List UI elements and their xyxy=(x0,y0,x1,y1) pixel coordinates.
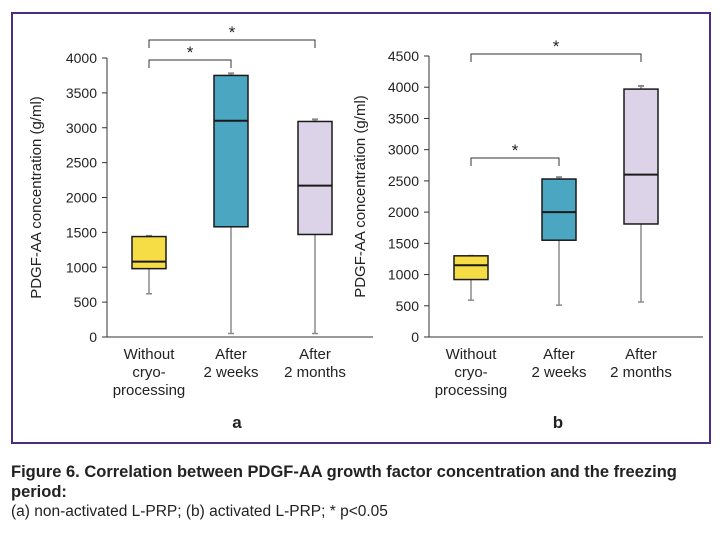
significance-bracket xyxy=(148,39,316,48)
x-category-label: 2 weeks xyxy=(531,364,586,381)
box-iqr xyxy=(213,74,249,228)
caption-title: Figure 6. Correlation between PDGF-AA gr… xyxy=(11,463,677,501)
x-category-label: cryo- xyxy=(132,364,165,381)
x-category-label: 2 months xyxy=(284,364,346,381)
y-tick-label: 1000 xyxy=(388,267,419,283)
box-iqr xyxy=(453,255,489,281)
significance-star: * xyxy=(512,141,519,160)
panel-label: b xyxy=(553,413,563,432)
figure-frame: 0 500 1000 1500 2000 2500 3000 3500 4000 PDGF-AA … xyxy=(11,12,711,444)
y-tick-label: 1500 xyxy=(388,235,419,251)
caption-detail: (a) non-activated L-PRP; (b) activated L… xyxy=(11,503,388,520)
x-category-label: After xyxy=(215,346,247,363)
box-iqr xyxy=(541,178,577,241)
y-tick-label: 2500 xyxy=(66,155,97,171)
figure-caption: Figure 6. Correlation between PDGF-AA gr… xyxy=(11,462,716,522)
significance-star: * xyxy=(187,43,194,62)
y-tick-label: 3000 xyxy=(66,120,97,136)
y-tick-label: 3500 xyxy=(66,85,97,101)
chart-panel-b: 0 500 1000 1500 2000 2500 3000 3500 4000 4500 PDGF… xyxy=(352,37,703,432)
y-tick-label: 3500 xyxy=(388,110,419,126)
chart-panel-a: 0 500 1000 1500 2000 2500 3000 3500 4000 PDGF-AA … xyxy=(28,23,373,432)
y-tick-label: 1000 xyxy=(66,259,97,275)
x-category-label: 2 months xyxy=(610,364,672,381)
y-tick-label: 2500 xyxy=(388,173,419,189)
y-tick-label: 0 xyxy=(89,329,97,345)
x-category-label: processing xyxy=(113,382,186,399)
y-axis-label: PDGF-AA concentration (g/ml) xyxy=(28,96,45,299)
box-iqr xyxy=(297,120,333,236)
y-tick-label: 500 xyxy=(396,298,420,314)
x-category-label: After xyxy=(543,346,575,363)
significance-star: * xyxy=(553,37,560,56)
chart-canvas: 0 500 1000 1500 2000 2500 3000 3500 4000 PDGF-AA … xyxy=(28,23,703,432)
box-iqr xyxy=(623,88,659,225)
significance-bracket xyxy=(470,53,642,62)
x-category-label: After xyxy=(625,346,657,363)
y-tick-label: 4000 xyxy=(66,50,97,66)
y-axis-label: PDGF-AA concentration (g/ml) xyxy=(352,95,369,298)
panel-label: a xyxy=(232,413,242,432)
y-tick-label: 2000 xyxy=(388,204,419,220)
y-tick-label: 4500 xyxy=(388,48,419,64)
box-iqr xyxy=(131,235,167,270)
y-tick-label: 0 xyxy=(411,329,419,345)
y-tick-label: 3000 xyxy=(388,142,419,158)
x-category-label: Without xyxy=(124,346,176,363)
significance-bracket xyxy=(470,157,560,166)
y-tick-label: 500 xyxy=(74,294,98,310)
x-category-label: 2 weeks xyxy=(203,364,258,381)
y-tick-label: 1500 xyxy=(66,224,97,240)
x-category-label: processing xyxy=(435,382,508,399)
x-category-label: After xyxy=(299,346,331,363)
significance-star: * xyxy=(229,23,236,42)
y-tick-label: 2000 xyxy=(66,190,97,206)
significance-bracket xyxy=(148,59,232,68)
y-tick-label: 4000 xyxy=(388,79,419,95)
x-category-label: cryo- xyxy=(454,364,487,381)
x-category-label: Without xyxy=(446,346,498,363)
